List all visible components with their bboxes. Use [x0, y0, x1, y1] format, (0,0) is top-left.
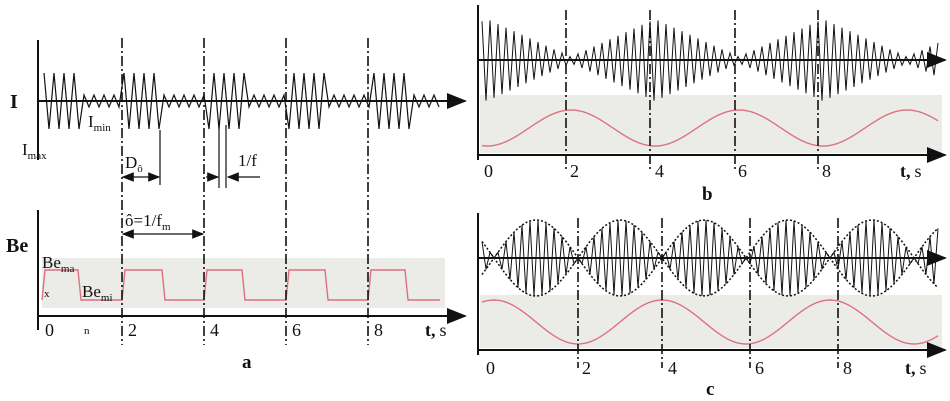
label: Bema: [42, 253, 74, 275]
x-tick-label: 2: [582, 358, 591, 378]
label-sub: mi: [101, 292, 113, 304]
label: Dô: [125, 153, 143, 175]
label-sub: ma: [61, 263, 75, 275]
axis-var: t,: [900, 161, 911, 181]
signal-symbol: I: [10, 91, 18, 113]
label-base: Be: [42, 253, 61, 272]
panel-label: a: [242, 352, 252, 373]
axis-unit: s: [915, 161, 922, 181]
x-tick-label: 6: [755, 358, 764, 378]
axis-title: t,s: [905, 358, 927, 378]
x-tick-label: 8: [843, 358, 852, 378]
signal-symbol: Be: [6, 235, 28, 257]
axis-unit: s: [920, 358, 927, 378]
label-sub: min: [94, 122, 112, 134]
figure: I Imax Imin Dô 1/f ô=1/fm Be Bema Bemi x…: [0, 0, 950, 401]
x-tick-label: 4: [210, 320, 219, 340]
axis-title: t,s: [900, 161, 922, 181]
axis-var: t,: [425, 320, 436, 340]
axis-title: t,s: [425, 320, 447, 340]
x-tick-label: 6: [738, 161, 747, 181]
x-tick-label: 8: [374, 320, 383, 340]
label-base: ô=1/f: [125, 211, 162, 230]
label-sub: ô: [137, 163, 143, 175]
x-tick-label: 0: [45, 320, 54, 340]
label: x: [44, 288, 50, 300]
x-tick-label: 4: [655, 161, 664, 181]
x-tick-label: 8: [822, 161, 831, 181]
x-tick-label: 6: [292, 320, 301, 340]
label-sub: m: [162, 221, 171, 233]
envelope: [482, 220, 938, 258]
panel-label: b: [702, 184, 713, 205]
label: Imin: [88, 112, 111, 134]
label-base: Be: [82, 282, 101, 301]
label: Imax: [22, 140, 47, 162]
label: n: [84, 325, 90, 337]
chart-strip: [480, 95, 942, 153]
label-sub: max: [28, 150, 47, 162]
panel-label: c: [706, 379, 714, 400]
x-tick-label: 4: [668, 358, 677, 378]
label: 1/f: [238, 151, 257, 170]
label-base: D: [125, 153, 137, 172]
axis-unit: s: [440, 320, 447, 340]
chart-strip: [480, 295, 942, 348]
backgrounds: [42, 95, 942, 348]
x-tick-label: 2: [128, 320, 137, 340]
label: ô=1/fm: [125, 211, 171, 233]
x-tick-label: 0: [486, 358, 495, 378]
x-tick-label: 2: [570, 161, 579, 181]
x-tick-label: 0: [484, 161, 493, 181]
axis-var: t,: [905, 358, 916, 378]
